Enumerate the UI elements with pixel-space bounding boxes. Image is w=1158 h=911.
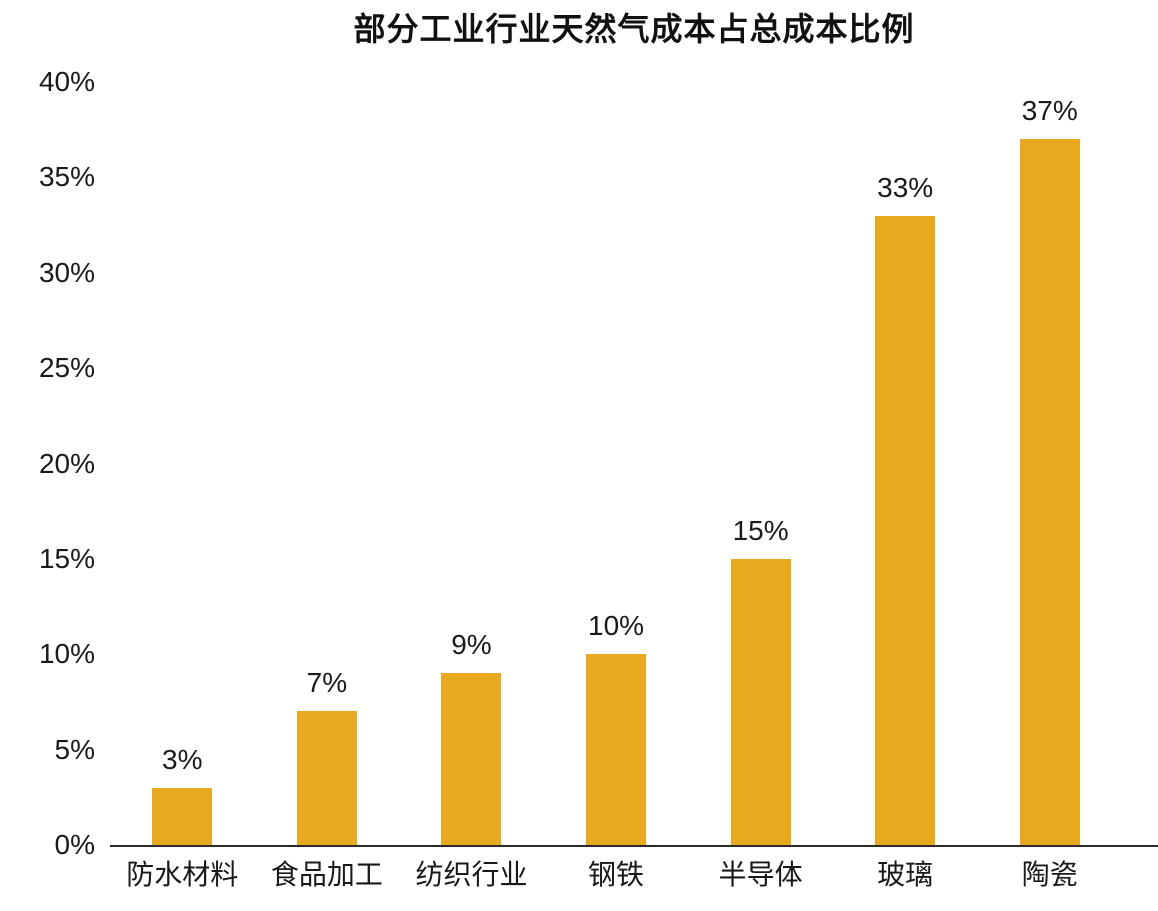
y-tick-label: 20% xyxy=(38,447,95,479)
bar xyxy=(730,558,791,845)
x-axis-line xyxy=(110,845,1158,847)
plot-area: 3% 7% 9% 10% 15% 33% 37% xyxy=(110,82,1122,845)
y-tick-label: 30% xyxy=(38,256,95,288)
bar-value-label: 33% xyxy=(877,171,934,203)
bar xyxy=(441,673,502,845)
bar-value-label: 10% xyxy=(588,610,645,642)
y-tick-label: 0% xyxy=(54,829,95,860)
y-tick-label: 15% xyxy=(38,542,95,574)
y-tick-label: 5% xyxy=(54,733,95,765)
chart-title: 部分工业行业天然气成本占总成本比例 xyxy=(353,11,915,47)
x-axis-labels: 防水材料 食品加工 纺织行业 钢铁 半导体 玻璃 陶瓷 xyxy=(110,857,1122,893)
bar-value-label: 3% xyxy=(162,743,203,775)
x-category-label: 陶瓷 xyxy=(1021,859,1078,890)
x-category-label: 钢铁 xyxy=(588,859,645,890)
bar-slot: 3% xyxy=(110,82,255,845)
y-tick-label: 25% xyxy=(38,352,95,384)
x-category-label: 玻璃 xyxy=(877,859,934,890)
bar-value-label: 7% xyxy=(306,667,348,699)
x-category-label: 纺织行业 xyxy=(415,859,528,890)
x-category-label: 食品加工 xyxy=(270,859,383,890)
bar-slot: 10% xyxy=(544,82,689,845)
bar-slot: 33% xyxy=(833,82,978,845)
bar-slot: 9% xyxy=(399,82,544,845)
x-category-label: 半导体 xyxy=(718,859,803,890)
y-tick-label: 35% xyxy=(38,161,95,193)
bar xyxy=(586,654,647,845)
bar xyxy=(875,215,936,845)
bar xyxy=(152,787,213,845)
y-tick-label: 40% xyxy=(38,66,95,97)
y-tick-label: 10% xyxy=(38,638,95,670)
bar xyxy=(1019,139,1080,845)
bar-value-label: 37% xyxy=(1021,95,1078,127)
x-category-label: 防水材料 xyxy=(126,859,239,890)
bar-value-label: 15% xyxy=(732,514,789,546)
y-axis: 0% 5% 10% 15% 20% 25% 30% 35% 40% xyxy=(0,66,95,860)
bar-value-label: 9% xyxy=(451,629,492,661)
bar-slot: 15% xyxy=(688,82,833,845)
bar-slot: 37% xyxy=(977,82,1122,845)
bar xyxy=(296,711,357,845)
bar-slot: 7% xyxy=(255,82,400,845)
